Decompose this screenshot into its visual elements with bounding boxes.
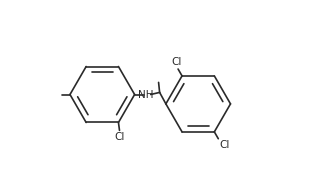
Text: Cl: Cl — [172, 57, 182, 67]
Text: Cl: Cl — [219, 140, 230, 150]
Text: Cl: Cl — [114, 132, 125, 142]
Text: NH: NH — [138, 90, 154, 99]
